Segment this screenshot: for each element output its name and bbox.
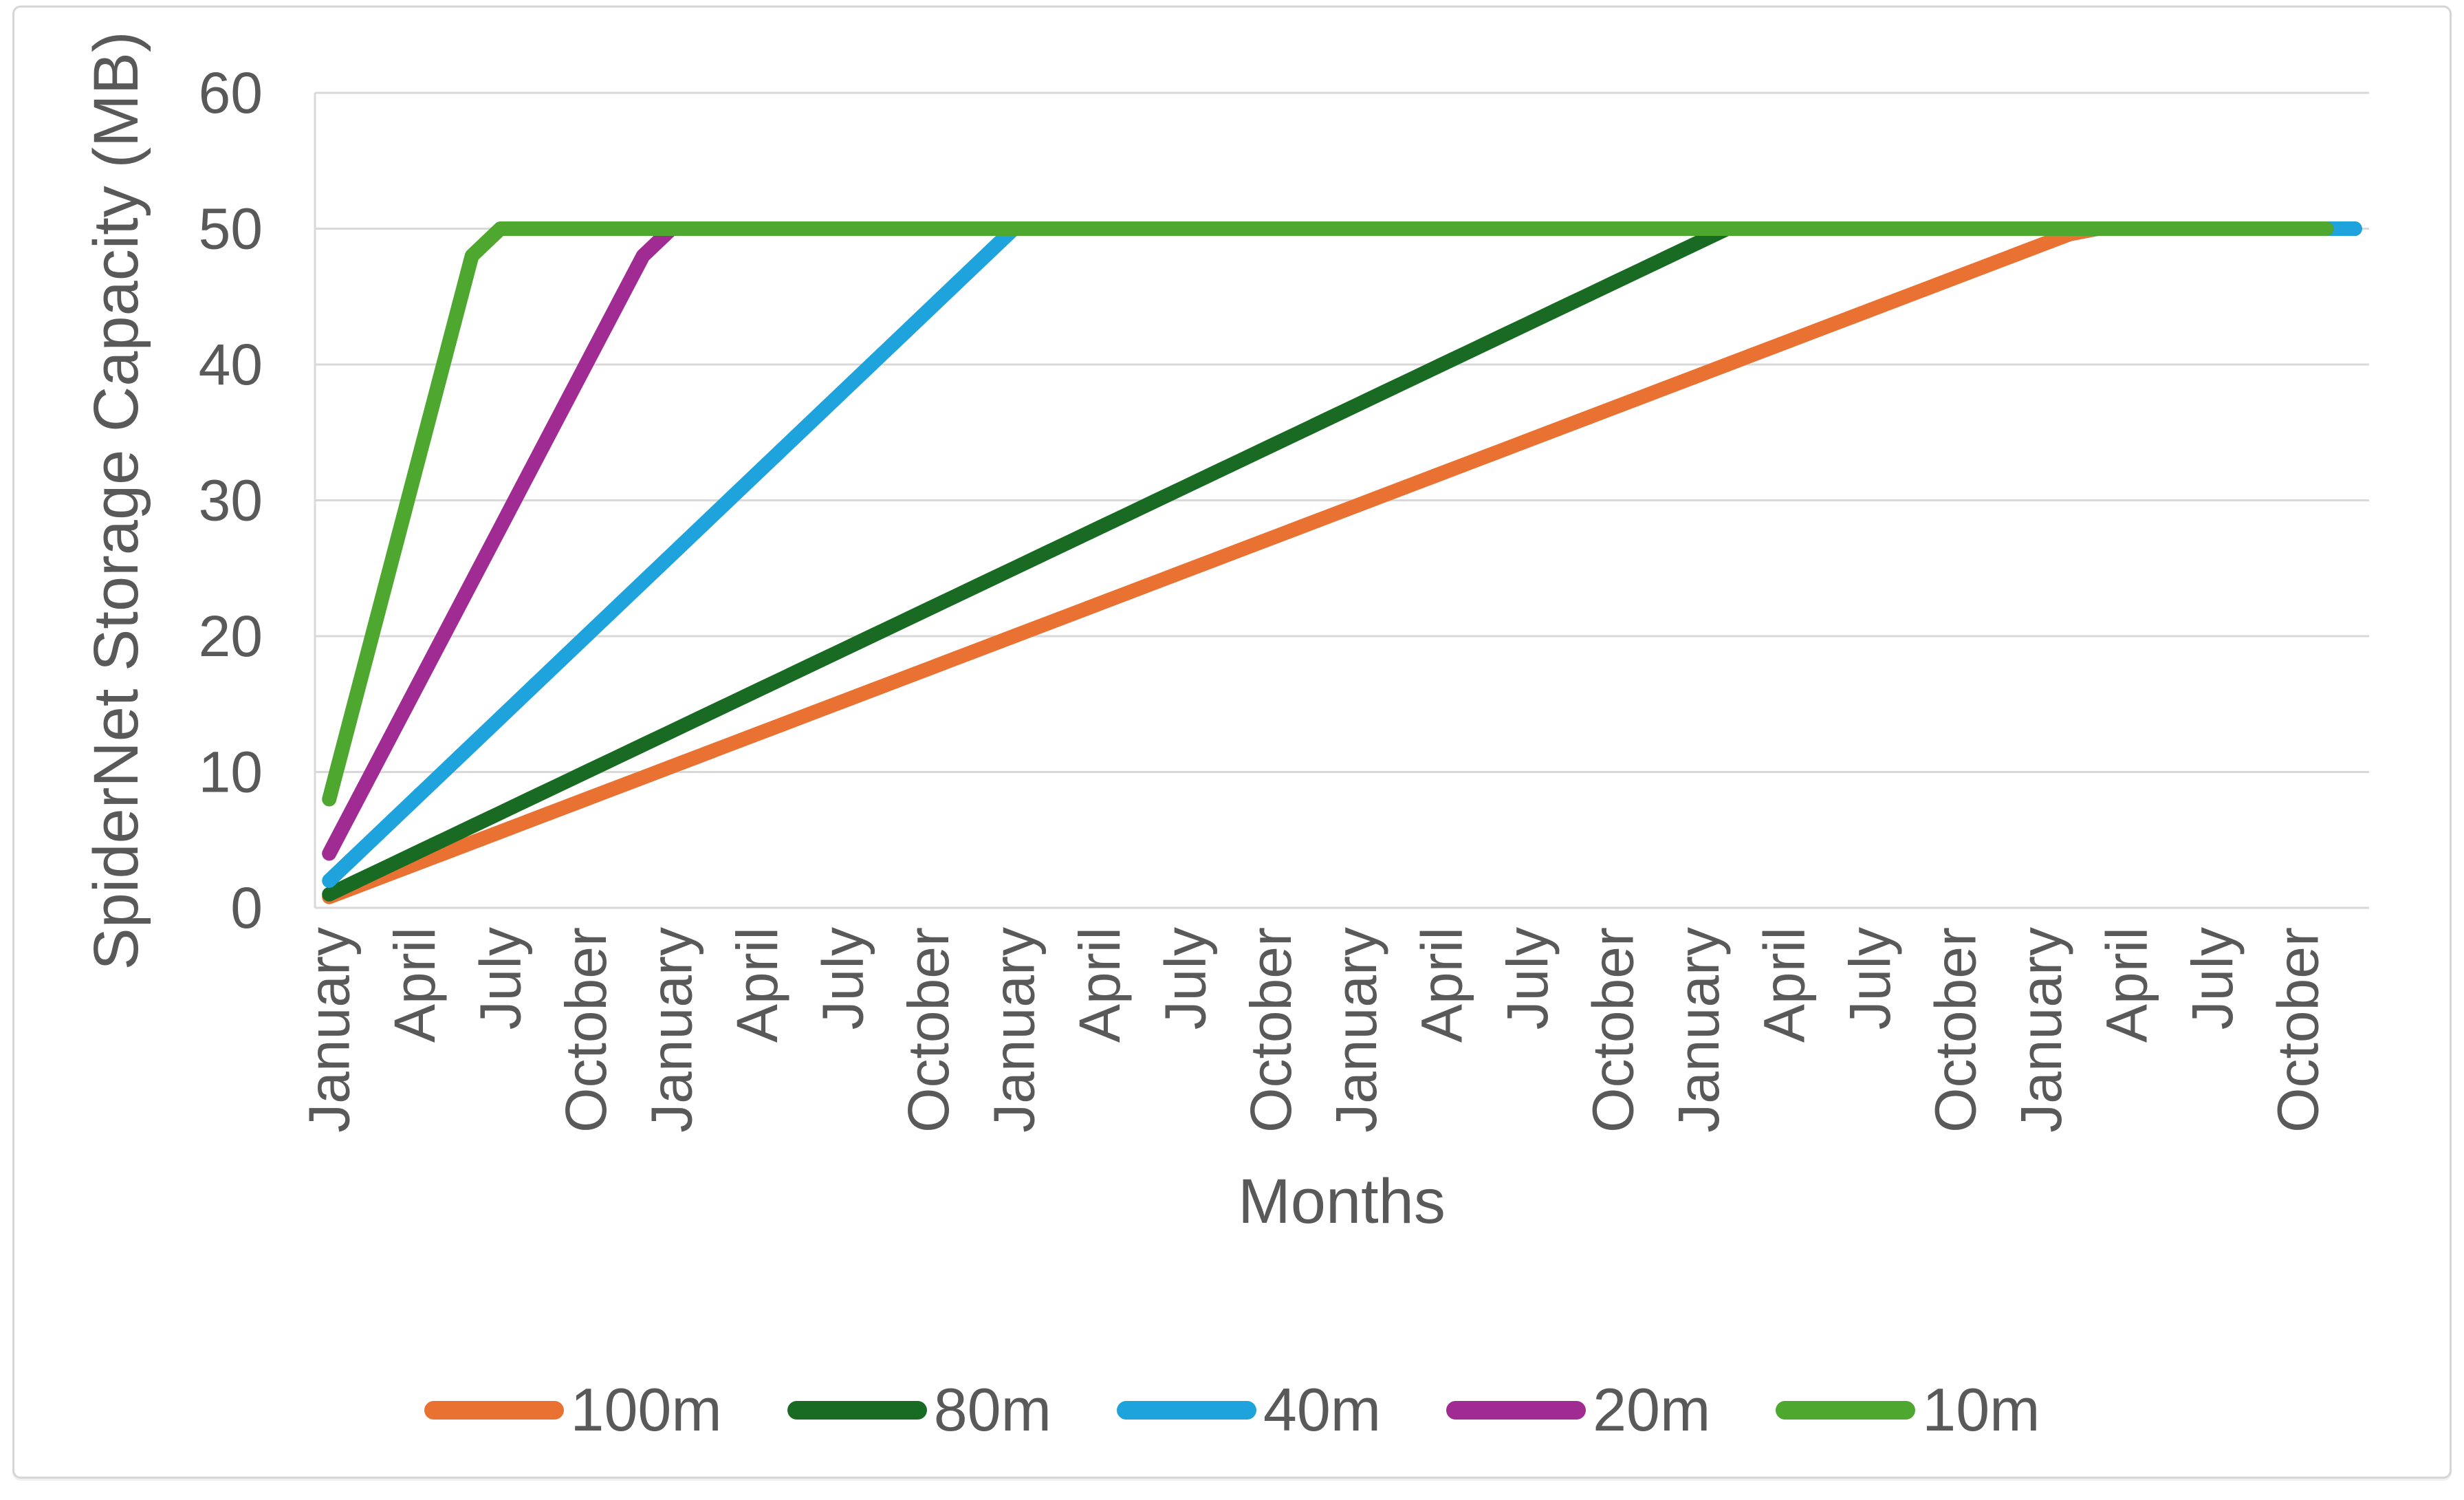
legend-label-100m: 100m bbox=[570, 1376, 722, 1444]
x-tick-label-10: April bbox=[1067, 927, 1132, 1043]
legend-swatch-40m bbox=[1116, 1400, 1256, 1420]
x-tick-label-14: April bbox=[1410, 927, 1474, 1043]
x-tick-label-16: October bbox=[1581, 927, 1646, 1133]
x-tick-labels-group: January April July October January April July O… bbox=[297, 927, 2331, 1133]
x-tick-label-21: January bbox=[2009, 927, 2073, 1133]
y-tick-label-60: 60 bbox=[199, 61, 263, 125]
x-tick-label-5: January bbox=[640, 927, 704, 1133]
x-tick-label-4: October bbox=[554, 927, 618, 1133]
x-tick-label-6: April bbox=[725, 927, 789, 1043]
x-tick-label-13: January bbox=[1324, 927, 1388, 1133]
x-axis-title: Months bbox=[1238, 1166, 1446, 1237]
legend-label-40m: 40m bbox=[1263, 1376, 1382, 1444]
x-tick-label-17: January bbox=[1666, 927, 1731, 1133]
x-tick-label-19: July bbox=[1838, 927, 1902, 1030]
x-tick-label-24: October bbox=[2265, 927, 2330, 1133]
x-tick-label-1: January bbox=[297, 927, 362, 1133]
x-tick-label-22: April bbox=[2094, 927, 2159, 1043]
x-tick-label-15: July bbox=[1495, 927, 1560, 1030]
legend-item-100m[interactable]: 100m bbox=[424, 1380, 722, 1440]
series-line-10m[interactable] bbox=[322, 221, 2334, 807]
x-tick-label-20: October bbox=[1923, 927, 1988, 1133]
y-tick-label-30: 30 bbox=[199, 468, 263, 533]
legend-label-10m: 10m bbox=[1922, 1376, 2040, 1444]
x-tick-label-2: April bbox=[382, 927, 447, 1043]
y-tick-label-50: 50 bbox=[199, 197, 263, 261]
series-line-20m[interactable] bbox=[322, 221, 2334, 861]
x-tick-label-18: April bbox=[1752, 927, 1817, 1043]
series-lines-group bbox=[322, 221, 2362, 904]
legend-swatch-20m bbox=[1446, 1400, 1587, 1420]
y-tick-label-10: 10 bbox=[199, 740, 263, 805]
series-line-80m[interactable] bbox=[322, 221, 2362, 902]
x-tick-label-9: January bbox=[981, 927, 1046, 1133]
series-line-100m[interactable] bbox=[322, 221, 2362, 904]
y-tick-labels-group: 0 10 20 30 40 50 60 bbox=[199, 61, 263, 940]
x-tick-label-7: July bbox=[811, 927, 875, 1030]
legend-swatch-10m bbox=[1776, 1400, 1916, 1420]
y-tick-label-0: 0 bbox=[230, 876, 263, 940]
legend-swatch-80m bbox=[787, 1400, 927, 1420]
x-tick-label-11: July bbox=[1153, 927, 1217, 1030]
x-tick-label-23: July bbox=[2180, 927, 2245, 1030]
legend: 100m 80m 40m 20m 10m bbox=[0, 1372, 2464, 1448]
legend-label-20m: 20m bbox=[1593, 1376, 1711, 1444]
y-tick-label-40: 40 bbox=[199, 332, 263, 397]
legend-item-20m[interactable]: 20m bbox=[1446, 1380, 1710, 1440]
legend-item-80m[interactable]: 80m bbox=[787, 1380, 1051, 1440]
y-axis-title: SpiderNet Storage Capacity (MB) bbox=[81, 31, 151, 970]
x-tick-label-12: October bbox=[1239, 927, 1303, 1133]
x-tick-label-8: October bbox=[896, 927, 961, 1133]
legend-item-10m[interactable]: 10m bbox=[1776, 1380, 2040, 1440]
y-tick-label-20: 20 bbox=[199, 604, 263, 669]
x-tick-label-3: July bbox=[468, 927, 533, 1030]
legend-item-40m[interactable]: 40m bbox=[1116, 1376, 1382, 1444]
legend-label-80m: 80m bbox=[933, 1376, 1051, 1444]
legend-swatch-100m bbox=[424, 1400, 564, 1420]
